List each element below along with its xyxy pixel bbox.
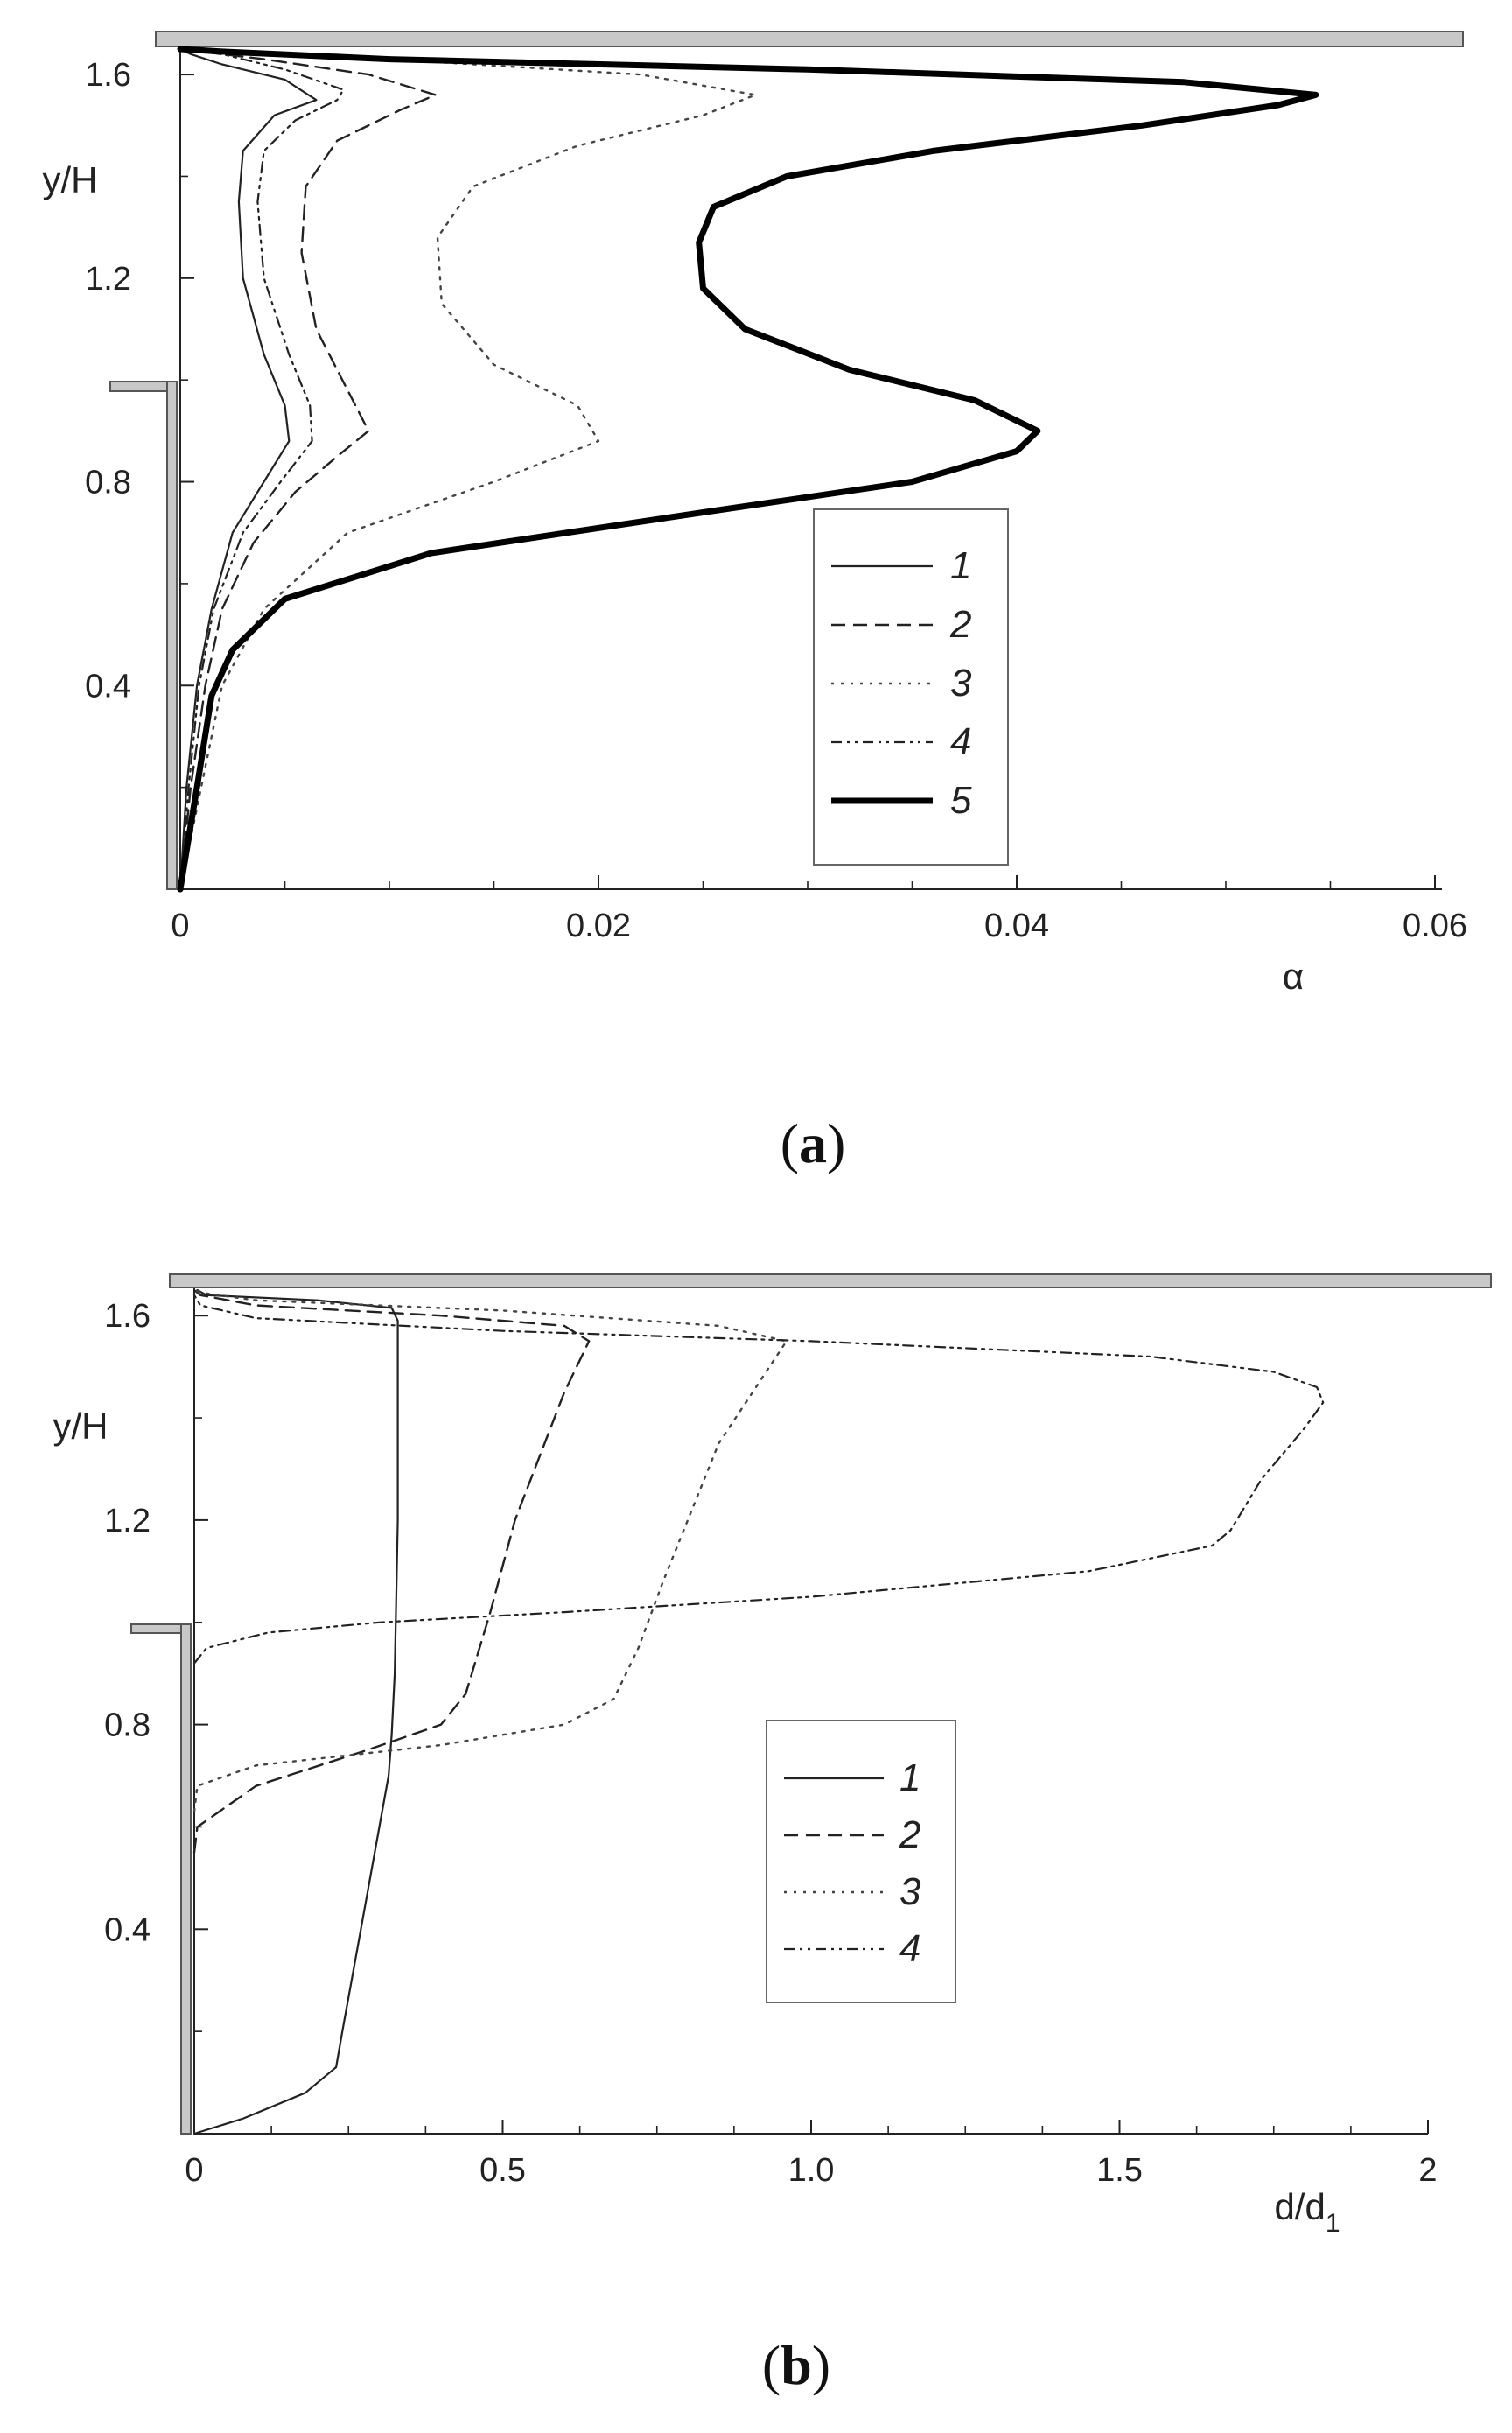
panel-b-x-axis-title-main: d/d [1274,2186,1325,2227]
series-line-5 [177,46,1320,893]
panel-a-top-plate [155,31,1464,47]
x-tick-label: 0.04 [984,908,1049,944]
y-tick-label: 0.8 [104,1707,150,1744]
x-tick-label: 1.0 [788,2152,835,2189]
series-line-2 [178,47,437,891]
panel-b-x-axis-title: d/d1 [1274,2186,1340,2238]
x-tick-label: 0.06 [1403,908,1467,944]
panel-a-legend-label-1: 1 [950,544,971,587]
panel-a-caption-letter: a [799,1112,827,1174]
panel-b-legend: 1 2 3 4 [766,1720,956,2003]
panel-b-y-axis-title: y/H [53,1406,108,1447]
panel-b-caption-letter: b [780,2334,812,2396]
panel-b-legend-label-4: 4 [900,1927,920,1970]
x-tick-label: 0.5 [480,2152,526,2189]
panel-b-caption: (b) [762,2334,830,2396]
series-line-4 [178,47,345,891]
x-tick-label: 2 [1418,2152,1437,2189]
series-line-1 [192,1288,399,2135]
panel-a-x-axis-title: α [1283,956,1304,997]
panel-b-legend-label-2: 2 [899,1813,920,1856]
panel-b-legend-lines [784,1777,884,1951]
y-tick-label: 0.4 [104,1911,150,1948]
panel-b-legend-label-3: 3 [900,1870,921,1913]
panel-a-y-ticks: 0.4 0.8 1.2 1.6 [85,57,194,789]
panel-a-legend-label-3: 3 [950,662,972,705]
panel-b-legend-box [766,1720,956,2003]
x-tick-label: 0.02 [566,908,631,944]
panel-a-legend-lines [831,564,933,804]
panel-b-legend-label-1: 1 [900,1756,920,1799]
panel-a-series-lines [177,46,1320,893]
x-tick-label: 1.5 [1096,2152,1143,2189]
y-tick-label: 0.8 [85,465,131,501]
y-tick-label: 1.2 [104,1503,150,1539]
panel-b-top-plate [169,1273,1492,1288]
x-tick-label: 0 [185,2152,203,2189]
series-line-2 [192,1288,591,1854]
y-tick-label: 1.6 [85,57,131,94]
series-line-4 [192,1294,1325,1665]
panel-b-y-ticks: 0.4 0.8 1.2 1.6 [104,1298,208,2032]
panel-a: 0 0.02 0.04 0.06 0.4 0.8 1.2 1.6 α y/H 1 2 3 4… [43,31,1467,1174]
panel-b: 0 0.5 1.0 1.5 2 0.40.81.21.6 d/d1 y/H 1 2 3 … [53,1273,1492,2396]
panel-b-structure [130,1273,1492,2135]
panel-b-series-lines [192,1288,1325,2135]
panel-a-caption: (a) [780,1112,846,1174]
panel-a-legend: 1 2 3 4 5 [813,508,1009,866]
y-tick-label: 1.2 [85,261,131,298]
panel-a-legend-box [813,508,1009,866]
panel-b-x-ticks: 0 0.5 1.0 1.5 2 [185,2120,1438,2189]
panel-a-baffle-wall [166,381,178,890]
y-tick-label: 1.6 [104,1298,150,1335]
panel-b-baffle-wall [180,1623,192,2135]
panel-a-legend-label-5: 5 [950,779,972,822]
panel-a-x-ticks: 0 0.02 0.04 0.06 [171,875,1467,944]
y-tick-label: 0.4 [85,668,131,705]
x-tick-label: 0 [171,908,189,944]
panel-a-y-axis-title: y/H [43,159,98,200]
series-line-1 [178,47,318,891]
panel-a-legend-label-2: 2 [949,603,971,646]
panel-a-legend-label-4: 4 [950,720,971,763]
panel-b-x-axis-title-subscript: 1 [1326,2209,1340,2238]
panel-a-structure [109,31,1464,890]
